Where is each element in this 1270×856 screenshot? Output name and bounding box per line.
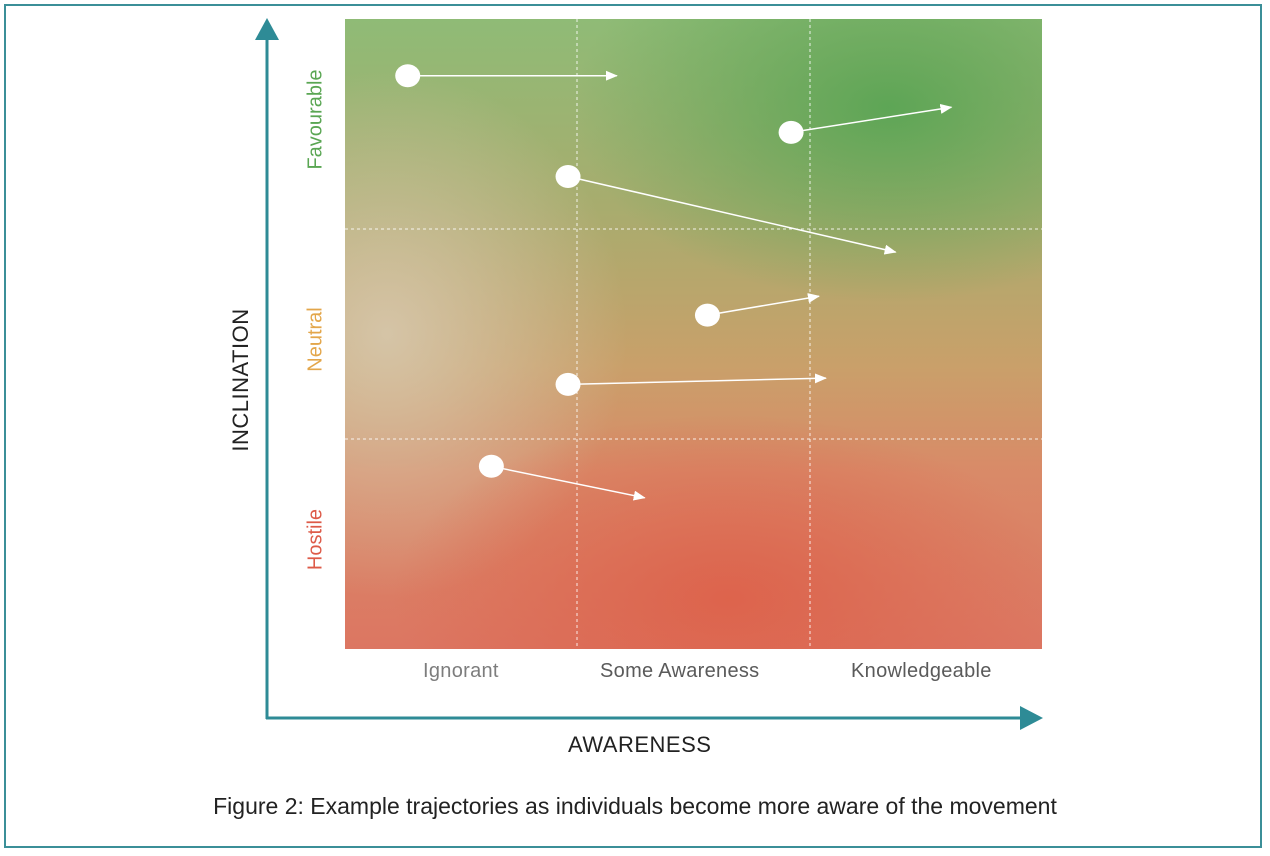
trajectory-start-dot-4	[694, 303, 720, 327]
figure-caption: Figure 2: Example trajectories as indivi…	[213, 793, 1057, 819]
trajectory-start-dot-3	[555, 165, 581, 188]
x-category-knowledgeable: Knowledgeable	[851, 660, 992, 682]
y-category-favourable: Favourable	[304, 69, 327, 170]
trajectory-arrow-3	[567, 175, 897, 255]
trajectories	[395, 64, 953, 501]
trajectory-start-dot-1	[395, 64, 421, 88]
trajectory-start-dot-6	[478, 454, 504, 478]
trajectory-arrow-2	[790, 103, 953, 134]
plot-background	[345, 19, 1042, 649]
x-category-some-awareness: Some Awareness	[600, 660, 760, 682]
trajectory-arrow-6	[491, 465, 646, 501]
y-axis-title: INCLINATION	[228, 308, 253, 452]
trajectory-start-dot-5	[555, 372, 581, 396]
axes	[255, 18, 1043, 730]
trajectory-arrow-4	[707, 293, 820, 316]
y-category-neutral: Neutral	[304, 307, 327, 372]
figure-frame	[4, 4, 1262, 848]
x-axis-title: AWARENESS	[568, 732, 712, 757]
x-category-ignorant: Ignorant	[423, 660, 499, 682]
quadrant-grid	[345, 19, 1042, 649]
y-axis-arrowhead	[255, 18, 279, 40]
trajectory-start-dot-2	[778, 120, 804, 144]
trajectory-arrow-5	[568, 373, 827, 386]
y-category-hostile: Hostile	[304, 508, 327, 571]
x-axis-arrowhead	[1020, 706, 1043, 730]
